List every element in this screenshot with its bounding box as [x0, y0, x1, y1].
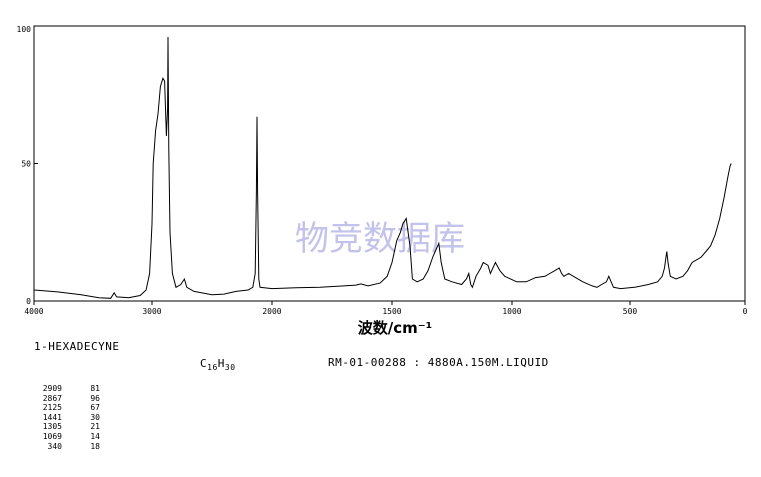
watermark: 物竞数据库 [295, 219, 465, 259]
peak-wavenumber: 1305 [42, 422, 62, 432]
peak-row: 2909 81 [36, 384, 100, 394]
formula-h-sub: 30 [224, 363, 236, 373]
peak-wavenumber: 1069 [42, 431, 62, 441]
molecular-formula: C16H30 [200, 357, 236, 372]
x-axis-label: 波数/cm⁻¹ [358, 319, 433, 337]
plot-frame [33, 25, 746, 302]
x-tick-label-0: 4000 [24, 307, 43, 316]
y-tick-label-1: 50 [21, 160, 31, 169]
formula-c-sub: 16 [207, 363, 218, 373]
peak-row: 2867 96 [36, 394, 100, 404]
compound-name: 1-HEXADECYNE [34, 340, 120, 353]
x-tick-label-1: 3000 [142, 307, 161, 316]
peak-intensity: 14 [90, 431, 100, 441]
peak-table: 2909 81 2867 96 2125 67 1441 30 1305 21 1069 14 340 1… [36, 384, 100, 451]
peak-intensity: 81 [90, 384, 100, 393]
formula-c: C [200, 357, 208, 370]
formula-h: H [217, 357, 225, 370]
x-tick-label-6: 0 [743, 307, 748, 316]
x-tick-label-4: 1000 [502, 307, 521, 316]
x-tick-label-3: 1500 [382, 307, 401, 316]
peak-intensity: 30 [90, 412, 100, 422]
peak-wavenumber: 2125 [42, 403, 62, 413]
peak-row: 340 18 [36, 442, 100, 452]
spectrum-line [33, 36, 732, 299]
x-tick-label-5: 500 [623, 307, 638, 316]
spectrum-info: RM-01-00288 : 4880A.150M.LIQUID [328, 356, 549, 369]
x-tick-label-2: 2000 [262, 307, 281, 316]
peak-wavenumber: 1441 [42, 412, 62, 422]
peak-intensity: 21 [90, 422, 100, 432]
peak-intensity: 18 [90, 441, 100, 451]
peak-intensity: 96 [90, 393, 100, 403]
peak-row: 1069 14 [36, 432, 100, 442]
peak-wavenumber: 340 [47, 441, 62, 451]
peak-row: 1305 21 [36, 422, 100, 432]
y-tick-label-2: 0 [26, 297, 31, 306]
peak-row: 1441 30 [36, 413, 100, 423]
peak-wavenumber: 2909 [42, 384, 62, 393]
peak-row: 2125 67 [36, 403, 100, 413]
peak-wavenumber: 2867 [42, 393, 62, 403]
y-tick-label-0: 100 [17, 25, 32, 34]
peak-intensity: 67 [90, 403, 100, 413]
